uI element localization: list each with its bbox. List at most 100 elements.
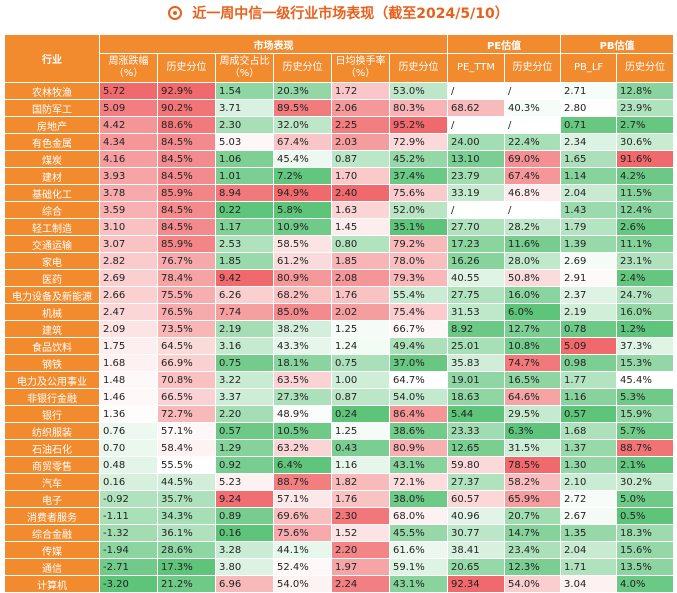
industry-name: 家电 [4,252,100,270]
cell-col-5: 43.1% [388,456,449,474]
cell-col-7: / [504,82,562,100]
cell-col-5: 79.2% [388,235,449,253]
cell-col-5: 59.1% [388,558,449,576]
table-row: 汽车 0.16 44.5% 5.23 88.7% 1.82 72.1% 27.37 58.2% 2… [4,473,675,491]
cell-col-4: 1.85 [331,252,390,270]
industry-name: 综合金融 [4,524,100,542]
header-col-8: PB_LF [560,53,618,83]
cell-col-8: 5.09 [560,337,618,355]
cell-col-7: 12.7% [504,320,562,338]
cell-col-9: 88.7% [616,439,675,457]
header-industry: 行业 [4,34,100,83]
table-row: 非银行金融 1.46 66.5% 3.37 27.3% 0.87 54.0% 18.63 64.… [4,388,675,406]
cell-col-5: 53.0% [388,82,449,100]
cell-col-8: 1.71 [560,558,618,576]
cell-col-9: 5.3% [616,388,675,406]
cell-col-3: 67.4% [273,133,332,151]
industry-name: 传媒 [4,541,100,559]
cell-col-8: 2.10 [560,473,618,491]
table-row: 家电 2.82 76.7% 1.85 61.2% 1.85 78.0% 16.26 28.0% 2… [4,252,675,270]
cell-col-5: 45.2% [388,150,449,168]
cell-col-8: 2.04 [560,184,618,202]
cell-col-4: 1.52 [331,524,390,542]
cell-col-3: 80.9% [273,269,332,287]
cell-col-7: 74.7% [504,354,562,372]
cell-col-9: 5.0% [616,490,675,508]
cell-col-8: 2.37 [560,286,618,304]
industry-name: 煤炭 [4,150,100,168]
cell-col-6: 38.41 [447,541,506,559]
cell-col-1: 88.6% [157,116,216,134]
cell-col-0: 3.59 [99,201,158,219]
cell-col-0: 1.48 [99,371,158,389]
cell-col-0: 4.42 [99,116,158,134]
cell-col-6: 12.65 [447,439,506,457]
cell-col-8: 2.34 [560,133,618,151]
table-row: 建材 3.93 84.5% 1.01 7.2% 1.70 37.4% 23.79 67.4% 1.… [4,167,675,185]
cell-col-9: 23.1% [616,252,675,270]
cell-col-5: 66.7% [388,320,449,338]
cell-col-2: 0.89 [215,507,274,525]
cell-col-1: 70.8% [157,371,216,389]
header-col-9: 历史分位 [616,53,675,83]
cell-col-9: 11.5% [616,184,675,202]
cell-col-0: -2.71 [99,558,158,576]
header-col-3: 历史分位 [273,53,332,83]
industry-name: 机械 [4,303,100,321]
cell-col-0: 3.78 [99,184,158,202]
table-row: 电子 -0.92 35.7% 9.24 57.1% 1.76 38.0% 60.57 65.9%… [4,490,675,508]
cell-col-5: 45.5% [388,524,449,542]
cell-col-3: 10.9% [273,218,332,236]
cell-col-6: / [447,116,506,134]
cell-col-0: 3.10 [99,218,158,236]
cell-col-8: 0.57 [560,405,618,423]
cell-col-0: 2.82 [99,252,158,270]
cell-col-6: 33.19 [447,184,506,202]
cell-col-2: 3.80 [215,558,274,576]
cell-col-6: 23.33 [447,422,506,440]
industry-name: 建材 [4,167,100,185]
cell-col-9: 4.0% [616,575,675,593]
cell-col-1: 85.9% [157,184,216,202]
cell-col-3: 68.2% [273,286,332,304]
cell-col-4: 2.20 [331,541,390,559]
cell-col-0: -1.11 [99,507,158,525]
cell-col-0: 0.70 [99,439,158,457]
cell-col-5: 68.0% [388,507,449,525]
cell-col-4: 2.25 [331,116,390,134]
cell-col-1: 84.5% [157,218,216,236]
cell-col-5: 37.0% [388,354,449,372]
cell-col-9: 24.7% [616,286,675,304]
industry-name: 纺织服装 [4,422,100,440]
cell-col-7: 65.9% [504,490,562,508]
cell-col-1: 73.5% [157,320,216,338]
cell-col-7: 67.4% [504,167,562,185]
industry-name: 医药 [4,269,100,287]
cell-col-3: 10.5% [273,422,332,440]
cell-col-6: 19.01 [447,371,506,389]
cell-col-2: 3.28 [215,541,274,559]
cell-col-9: 5.7% [616,422,675,440]
cell-col-2: 1.06 [215,150,274,168]
cell-col-4: 2.40 [331,184,390,202]
cell-col-9: 12.8% [616,82,675,100]
cell-col-8: 2.67 [560,507,618,525]
cell-col-5: 49.4% [388,337,449,355]
industry-name: 汽车 [4,473,100,491]
industry-name: 建筑 [4,320,100,338]
cell-col-0: -1.32 [99,524,158,542]
cell-col-1: 44.5% [157,473,216,491]
cell-col-9: 91.6% [616,150,675,168]
cell-col-5: 52.0% [388,201,449,219]
cell-col-8: 0.78 [560,320,618,338]
cell-col-1: 28.6% [157,541,216,559]
cell-col-3: 63.5% [273,371,332,389]
cell-col-5: 37.4% [388,167,449,185]
cell-col-3: 20.3% [273,82,332,100]
cell-col-2: 1.01 [215,167,274,185]
cell-col-3: 85.0% [273,303,332,321]
cell-col-3: 75.6% [273,524,332,542]
cell-col-8: 2.91 [560,269,618,287]
cell-col-6: 17.23 [447,235,506,253]
cell-col-7: 28.2% [504,218,562,236]
